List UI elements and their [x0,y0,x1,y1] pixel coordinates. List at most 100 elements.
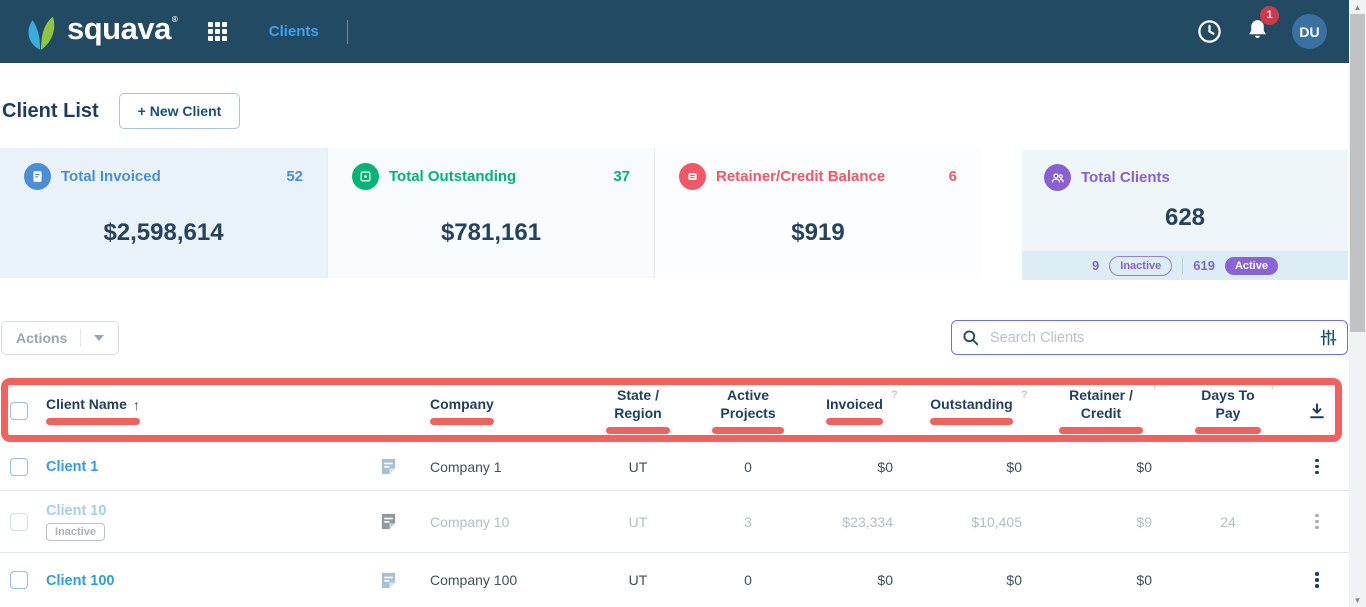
stat-value: $919 [791,219,845,246]
scroll-down-arrow[interactable]: ▼ [1353,595,1362,605]
cell-retainer: $0 [1136,458,1152,475]
row-menu-button[interactable] [1311,510,1323,534]
cell-outstanding: $0 [1006,458,1022,475]
stat-title: Total Outstanding [389,168,517,185]
main-content: Client List + New Client Total Invoiced … [0,63,1349,607]
people-icon [1044,164,1071,191]
annotation-underline [1195,427,1261,434]
cell-active-projects: 3 [744,513,752,530]
annotation-underline [930,418,1013,426]
brand-name: squava [67,10,171,46]
user-avatar[interactable]: DU [1292,14,1327,49]
cell-state: UT [628,513,648,530]
cell-days-to-pay: 24 [1220,513,1236,530]
notes-icon[interactable] [364,571,412,590]
export-button[interactable] [1290,401,1344,421]
stat-card-total-invoiced[interactable]: Total Invoiced 52 $2,598,614 [0,148,327,278]
annotation-underline [430,418,494,426]
stat-value: $781,161 [440,219,542,246]
actions-label: Actions [16,330,68,346]
column-header-active-projects[interactable]: Active Projects [694,387,802,434]
stat-count: 52 [286,168,303,185]
cell-invoiced: $0 [877,458,893,475]
row-menu-button[interactable] [1311,455,1323,479]
client-status-summary: 9 Inactive 619 Active [1022,251,1348,280]
inactive-pill[interactable]: Inactive [1109,255,1173,276]
download-icon [1310,402,1324,418]
stat-card-retainer-credit-balance[interactable]: Retainer/Credit Balance 6 $919 [654,148,981,278]
annotation-underline [712,427,784,434]
client-name-link[interactable]: Client 1 [46,459,99,475]
vertical-scrollbar[interactable]: ▲ ▼ [1349,0,1366,607]
annotation-underline [1059,427,1143,434]
filter-sliders-icon[interactable] [1319,328,1338,347]
annotation-underline [826,418,883,426]
top-navbar: squava ® Clients 1 DU [0,0,1349,63]
stats-row: Total Invoiced 52 $2,598,614 Total Outst… [0,148,981,278]
scrollbar-thumb[interactable] [1350,14,1365,332]
annotation-underline [606,427,670,434]
table-row[interactable]: Client 1 Company 1 UT 0 $0 $0 $0 [0,443,1349,491]
row-menu-button[interactable] [1311,568,1323,592]
stat-title: Total Clients [1081,169,1170,186]
active-pill[interactable]: Active [1224,256,1278,275]
cell-company: Company 1 [430,458,502,475]
leaf-logo-icon [28,16,55,50]
cell-active-projects: 0 [744,572,752,588]
notes-icon[interactable] [364,457,412,476]
row-checkbox[interactable] [10,512,28,531]
stat-title: Total Invoiced [61,168,161,185]
scroll-up-arrow[interactable]: ▲ [1353,2,1362,12]
select-all-checkbox[interactable] [10,401,28,420]
annotation-underline [46,418,140,426]
column-header-state-region[interactable]: State / Region [582,387,694,434]
notes-icon[interactable] [364,512,412,531]
page-title: Client List [2,99,99,122]
sort-ascending-icon: ↑ [132,396,140,413]
cell-invoiced: $23,334 [842,513,893,530]
stat-card-total-clients[interactable]: Total Clients 628 9 Inactive 619 Active [1022,150,1348,280]
column-header-invoiced[interactable]: Invoiced ? [802,389,907,426]
cell-outstanding: $0 [1006,572,1022,588]
brand-logo[interactable]: squava ® [24,13,178,51]
nav-item-clients[interactable]: Clients [268,23,319,40]
stat-card-total-outstanding[interactable]: Total Outstanding 37 $781,161 [327,148,654,278]
column-header-retainer-credit[interactable]: Retainer / Credit ? [1036,380,1166,434]
nav-divider [346,19,348,44]
search-input[interactable] [951,320,1348,355]
registered-mark: ® [171,14,178,24]
table-row[interactable]: Client 100 Company 100 UT 0 $0 $0 $0 [0,553,1349,607]
help-icon[interactable]: ? [1151,380,1158,392]
column-header-days-to-pay[interactable]: Days To Pay ? [1166,380,1290,434]
cell-invoiced: $0 [877,572,893,588]
column-header-outstanding[interactable]: Outstanding ? [907,389,1036,426]
column-header-client-name[interactable]: Client Name ↑ [38,396,364,426]
help-icon[interactable]: ? [891,388,898,401]
stat-title: Retainer/Credit Balance [716,168,886,185]
row-checkbox[interactable] [10,571,28,589]
cell-active-projects: 0 [744,458,752,475]
bill-icon [352,163,379,190]
client-name-link[interactable]: Client 10 [46,503,107,519]
bell-icon [1249,19,1266,38]
app-grid-icon[interactable] [207,22,227,41]
cell-outstanding: $10,405 [971,513,1022,530]
cell-company: Company 100 [430,572,518,588]
table-row[interactable]: Client 10 Inactive Company 10 UT 3 $23,3… [0,491,1349,553]
new-client-button[interactable]: + New Client [118,93,241,129]
table-header-row: Client Name ↑ Company State / R [0,378,1349,443]
stat-count: 37 [613,168,630,185]
help-icon[interactable]: ? [1020,388,1028,401]
client-name-link[interactable]: Client 100 [46,572,115,589]
actions-dropdown-button[interactable]: Actions [1,321,120,355]
cell-retainer: $9 [1136,513,1152,530]
clock-icon[interactable] [1196,18,1223,45]
row-checkbox[interactable] [10,457,28,476]
notifications-button[interactable]: 1 [1245,5,1279,48]
invoice-icon [24,163,51,190]
retainer-icon [679,163,706,190]
column-header-company[interactable]: Company [412,396,582,426]
help-icon[interactable]: ? [1269,380,1276,392]
stat-count: 6 [948,168,957,185]
